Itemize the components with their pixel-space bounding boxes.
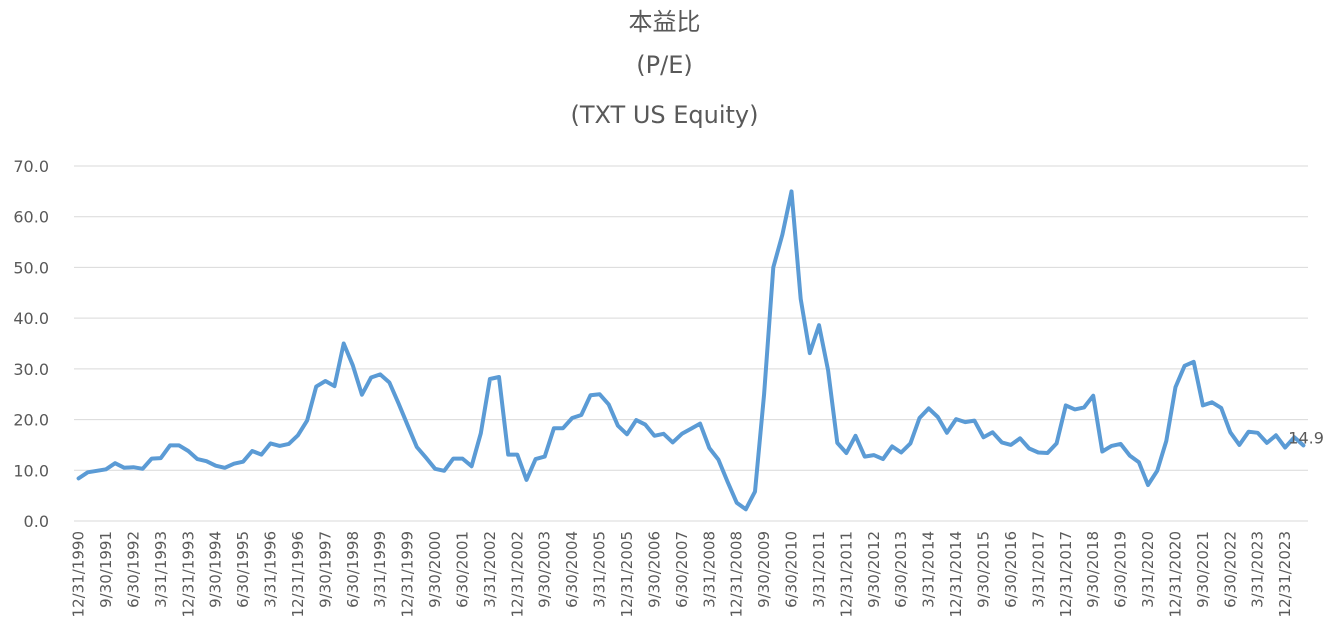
x-tick-label: 9/30/1991 bbox=[97, 531, 115, 608]
x-tick-label: 3/31/2020 bbox=[1139, 531, 1157, 608]
x-tick-label: 9/30/2018 bbox=[1084, 531, 1102, 608]
x-tick-label: 9/30/2012 bbox=[865, 531, 883, 608]
x-tick-label: 6/30/1995 bbox=[234, 531, 252, 608]
x-tick-label: 12/31/2023 bbox=[1276, 531, 1294, 617]
x-tick-label: 3/31/2005 bbox=[591, 531, 609, 608]
x-tick-label: 3/31/1996 bbox=[262, 531, 280, 608]
x-tick-label: 3/31/2017 bbox=[1029, 531, 1047, 608]
x-tick-label: 9/30/2006 bbox=[645, 531, 663, 608]
x-tick-label: 12/31/2014 bbox=[947, 531, 965, 617]
x-tick-label: 6/30/2010 bbox=[783, 531, 801, 608]
x-tick-label: 6/30/2004 bbox=[563, 531, 581, 608]
y-tick-label: 10.0 bbox=[13, 461, 49, 480]
y-tick-label: 30.0 bbox=[13, 360, 49, 379]
x-tick-label: 9/30/2003 bbox=[536, 531, 554, 608]
x-tick-label: 12/31/1999 bbox=[399, 531, 417, 617]
x-tick-label: 12/31/1996 bbox=[289, 531, 307, 617]
x-tick-label: 12/31/2011 bbox=[837, 531, 855, 617]
data-label-last: 14.9 bbox=[1288, 428, 1324, 447]
x-tick-label: 9/30/2015 bbox=[975, 531, 993, 608]
y-tick-label: 70.0 bbox=[13, 157, 49, 176]
x-tick-label: 3/31/2002 bbox=[481, 531, 499, 608]
x-tick-label: 12/31/1993 bbox=[179, 531, 197, 617]
x-tick-label: 6/30/2022 bbox=[1221, 531, 1239, 608]
x-tick-label: 12/31/2002 bbox=[508, 531, 526, 617]
series-line bbox=[76, 189, 1306, 512]
chart-title: 本益比 bbox=[628, 8, 701, 36]
x-tick-label: 3/31/1993 bbox=[152, 531, 170, 608]
x-tick-label: 3/31/1999 bbox=[371, 531, 389, 608]
y-tick-label: 60.0 bbox=[13, 208, 49, 227]
x-tick-label: 6/30/2019 bbox=[1112, 531, 1130, 608]
chart-subtitle-ticker: (TXT US Equity) bbox=[570, 101, 759, 129]
x-tick-label: 3/31/2023 bbox=[1249, 531, 1267, 608]
x-tick-label: 6/30/1998 bbox=[344, 531, 362, 608]
x-tick-label: 12/31/2008 bbox=[728, 531, 746, 617]
x-tick-label: 6/30/2016 bbox=[1002, 531, 1020, 608]
y-tick-label: 40.0 bbox=[13, 309, 49, 328]
x-tick-label: 6/30/2001 bbox=[453, 531, 471, 608]
x-tick-label: 3/31/2011 bbox=[810, 531, 828, 608]
x-tick-label: 6/30/2007 bbox=[673, 531, 691, 608]
chart-subtitle-pe: (P/E) bbox=[636, 51, 693, 79]
x-tick-label: 12/31/2005 bbox=[618, 531, 636, 617]
x-tick-label: 6/30/2013 bbox=[892, 531, 910, 608]
y-tick-label: 20.0 bbox=[13, 411, 49, 430]
x-tick-label: 9/30/1994 bbox=[207, 531, 225, 608]
x-tick-label: 6/30/1992 bbox=[124, 531, 142, 608]
x-tick-label: 9/30/2021 bbox=[1194, 531, 1212, 608]
y-tick-label: 50.0 bbox=[13, 258, 49, 277]
x-tick-label: 9/30/2009 bbox=[755, 531, 773, 608]
x-tick-label: 3/31/2014 bbox=[920, 531, 938, 608]
x-tick-label: 3/31/2008 bbox=[700, 531, 718, 608]
x-tick-label: 12/31/1990 bbox=[70, 531, 88, 617]
x-tick-label: 12/31/2020 bbox=[1166, 531, 1184, 617]
y-tick-label: 0.0 bbox=[24, 512, 49, 531]
x-tick-label: 9/30/2000 bbox=[426, 531, 444, 608]
x-tick-label: 12/31/2017 bbox=[1057, 531, 1075, 617]
x-tick-label: 9/30/1997 bbox=[316, 531, 334, 608]
